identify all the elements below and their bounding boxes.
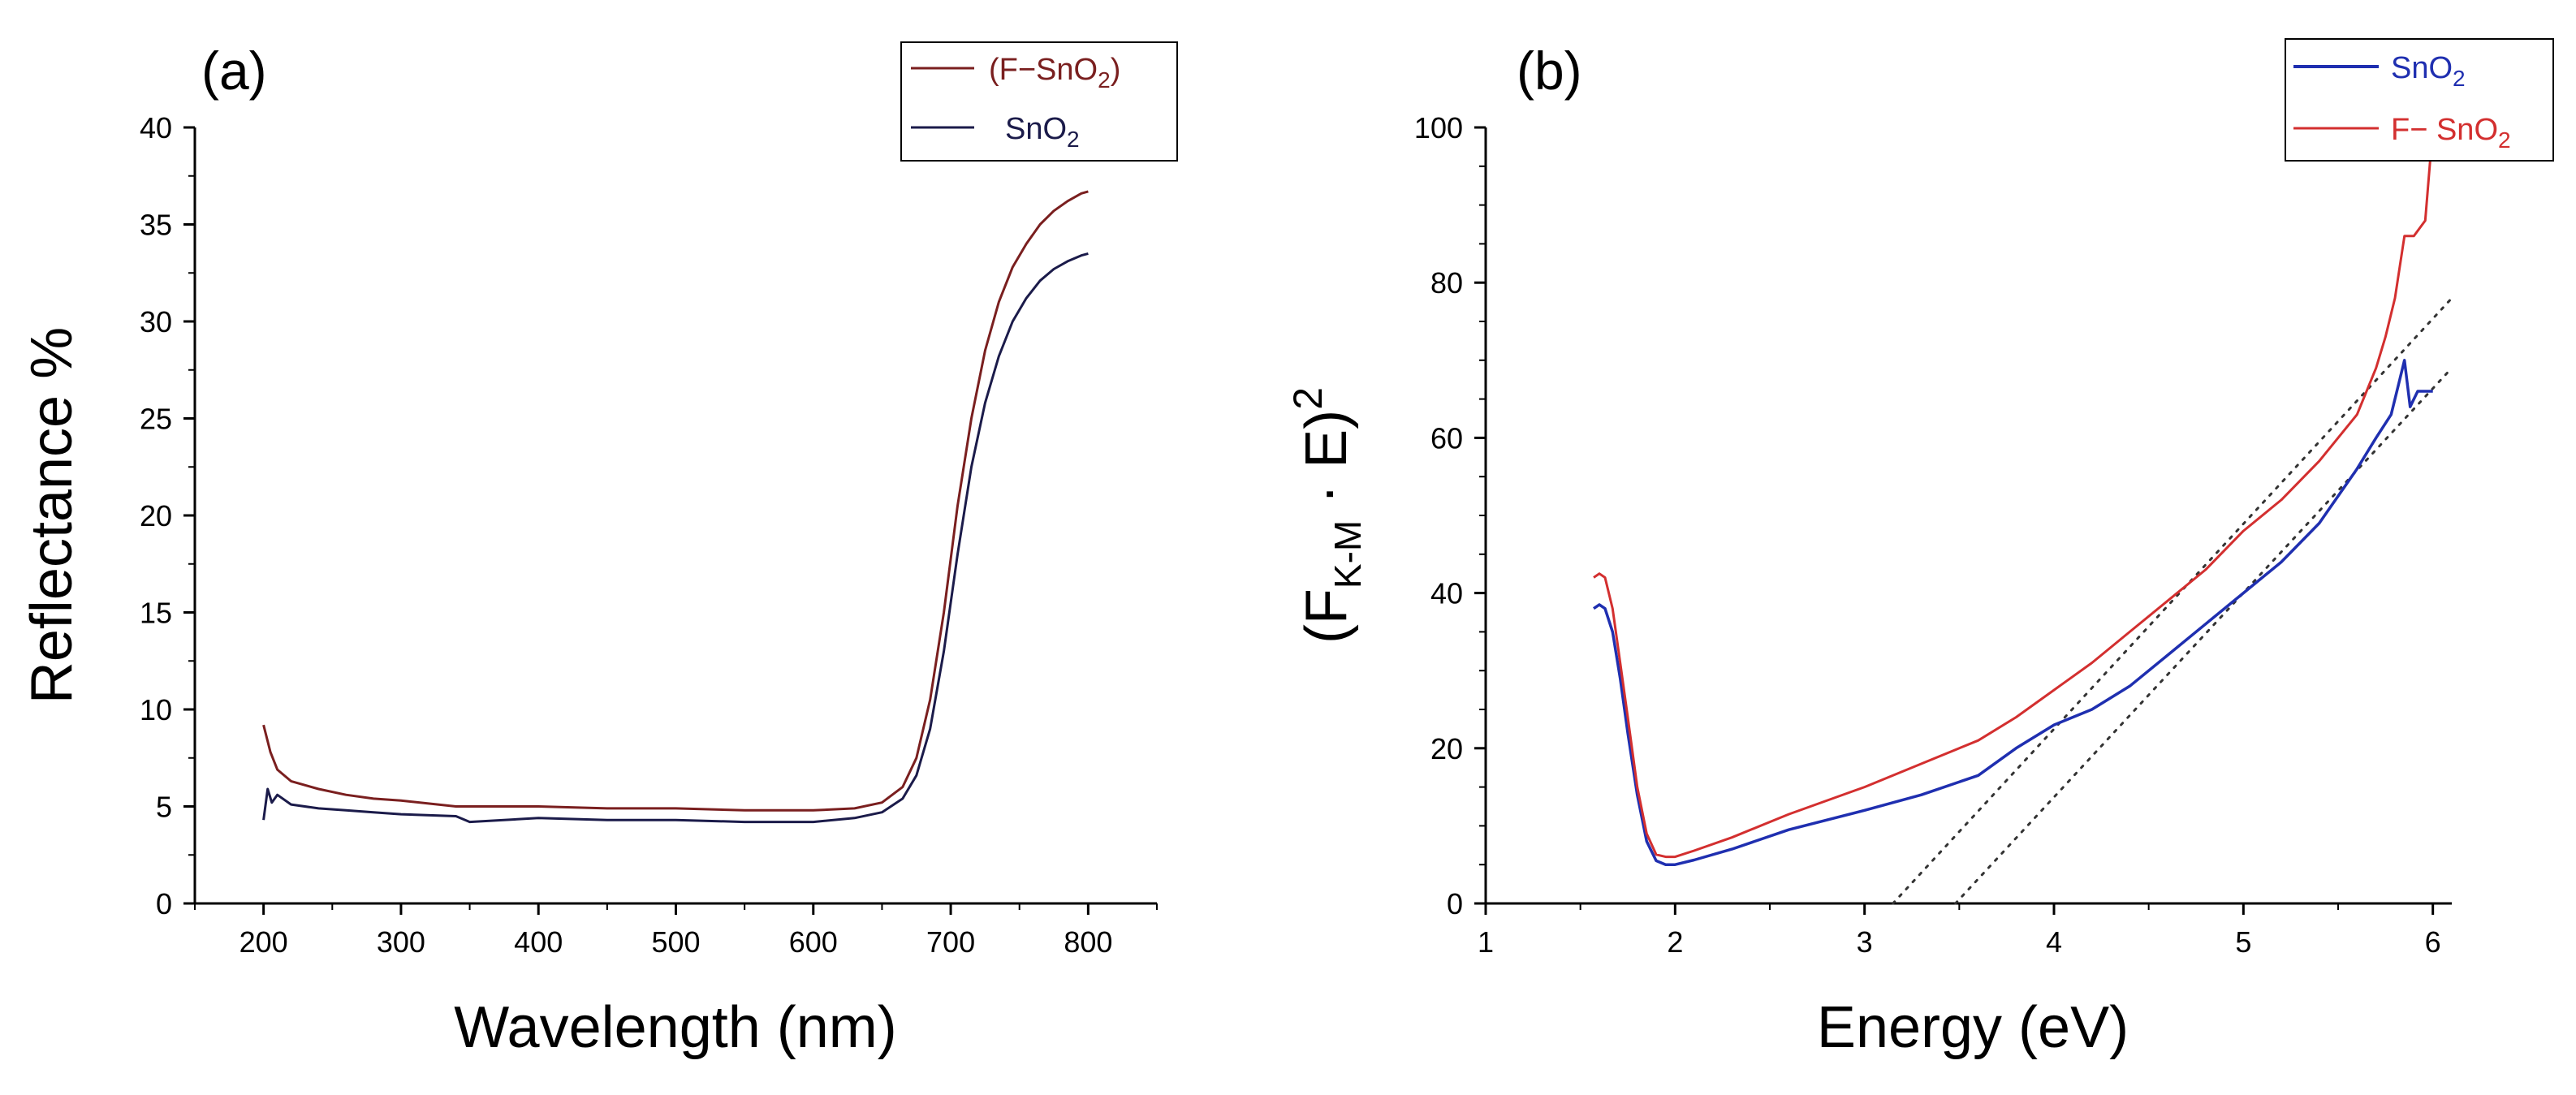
- y-tick-label-60: 60: [1430, 421, 1463, 455]
- x-tick-label-400: 400: [514, 925, 563, 959]
- y-tick-label-40: 40: [1430, 577, 1463, 610]
- y-tick-label-15: 15: [140, 597, 172, 630]
- panel-a-x-axis-title: Wavelength (nm): [454, 995, 897, 1060]
- x-tick-label-2: 2: [1667, 925, 1683, 959]
- x-tick-label-3: 3: [1857, 925, 1873, 959]
- y-tick-label-25: 25: [140, 403, 172, 436]
- series-line-f-sno2: [262, 190, 1089, 812]
- panel-b-legend: SnO2 F− SnO2: [2285, 38, 2554, 162]
- x-tick-label-1: 1: [1478, 925, 1494, 959]
- y-tick-label-80: 80: [1430, 266, 1463, 300]
- panel-b-x-axis-title: Energy (eV): [1817, 995, 2129, 1060]
- y-tick-label-0: 0: [1447, 887, 1463, 920]
- x-tick-label-500: 500: [651, 925, 700, 959]
- series-line-f-sno2: [1593, 127, 2435, 859]
- y-tick-label-5: 5: [156, 791, 172, 824]
- panel-b-kubelka-munk-chart: (b) 1 2 3 4 5 6 0 20 40 60 80 100 Energy (eV) (FK-…: [1285, 38, 2554, 1060]
- y-tick-label-100: 100: [1414, 111, 1463, 144]
- panel-b-label: (b): [1517, 41, 1582, 101]
- x-tick-label-4: 4: [2046, 925, 2062, 959]
- series-line-sno2: [262, 252, 1089, 824]
- y-tick-label-40: 40: [140, 111, 172, 144]
- x-tick-label-200: 200: [239, 925, 288, 959]
- legend-label-f-sno2: F− SnO2: [2391, 113, 2511, 153]
- legend-label-sno2: SnO2: [1005, 112, 1080, 152]
- y-tick-label-30: 30: [140, 305, 172, 338]
- tangent-fit-f-sno2: [1892, 296, 2453, 905]
- y-tick-label-0: 0: [156, 887, 172, 920]
- panel-b-y-axis-title: (FK-M · E)2: [1285, 387, 1369, 644]
- x-tick-label-6: 6: [2425, 925, 2441, 959]
- x-tick-label-5: 5: [2235, 925, 2251, 959]
- legend-label-sno2: SnO2: [2391, 51, 2466, 91]
- x-tick-label-700: 700: [926, 925, 975, 959]
- y-tick-label-10: 10: [140, 693, 172, 726]
- panel-a-y-axis-title: Reflectance %: [19, 327, 84, 704]
- x-tick-label-300: 300: [377, 925, 425, 959]
- y-tick-label-20: 20: [140, 499, 172, 532]
- panel-a-reflectance-chart: (a) 200 300 400 500 600 700 800 0 5 10 15 20 25 30 35…: [19, 41, 1178, 1060]
- panel-a-legend: (F−SnO2) SnO2: [900, 41, 1178, 162]
- x-tick-label-600: 600: [789, 925, 838, 959]
- x-tick-label-800: 800: [1064, 925, 1112, 959]
- y-tick-label-35: 35: [140, 209, 172, 242]
- series-line-sno2: [1593, 359, 2433, 866]
- panel-a-label: (a): [201, 41, 267, 101]
- legend-label-f-sno2: (F−SnO2): [989, 53, 1120, 93]
- y-tick-label-20: 20: [1430, 732, 1463, 765]
